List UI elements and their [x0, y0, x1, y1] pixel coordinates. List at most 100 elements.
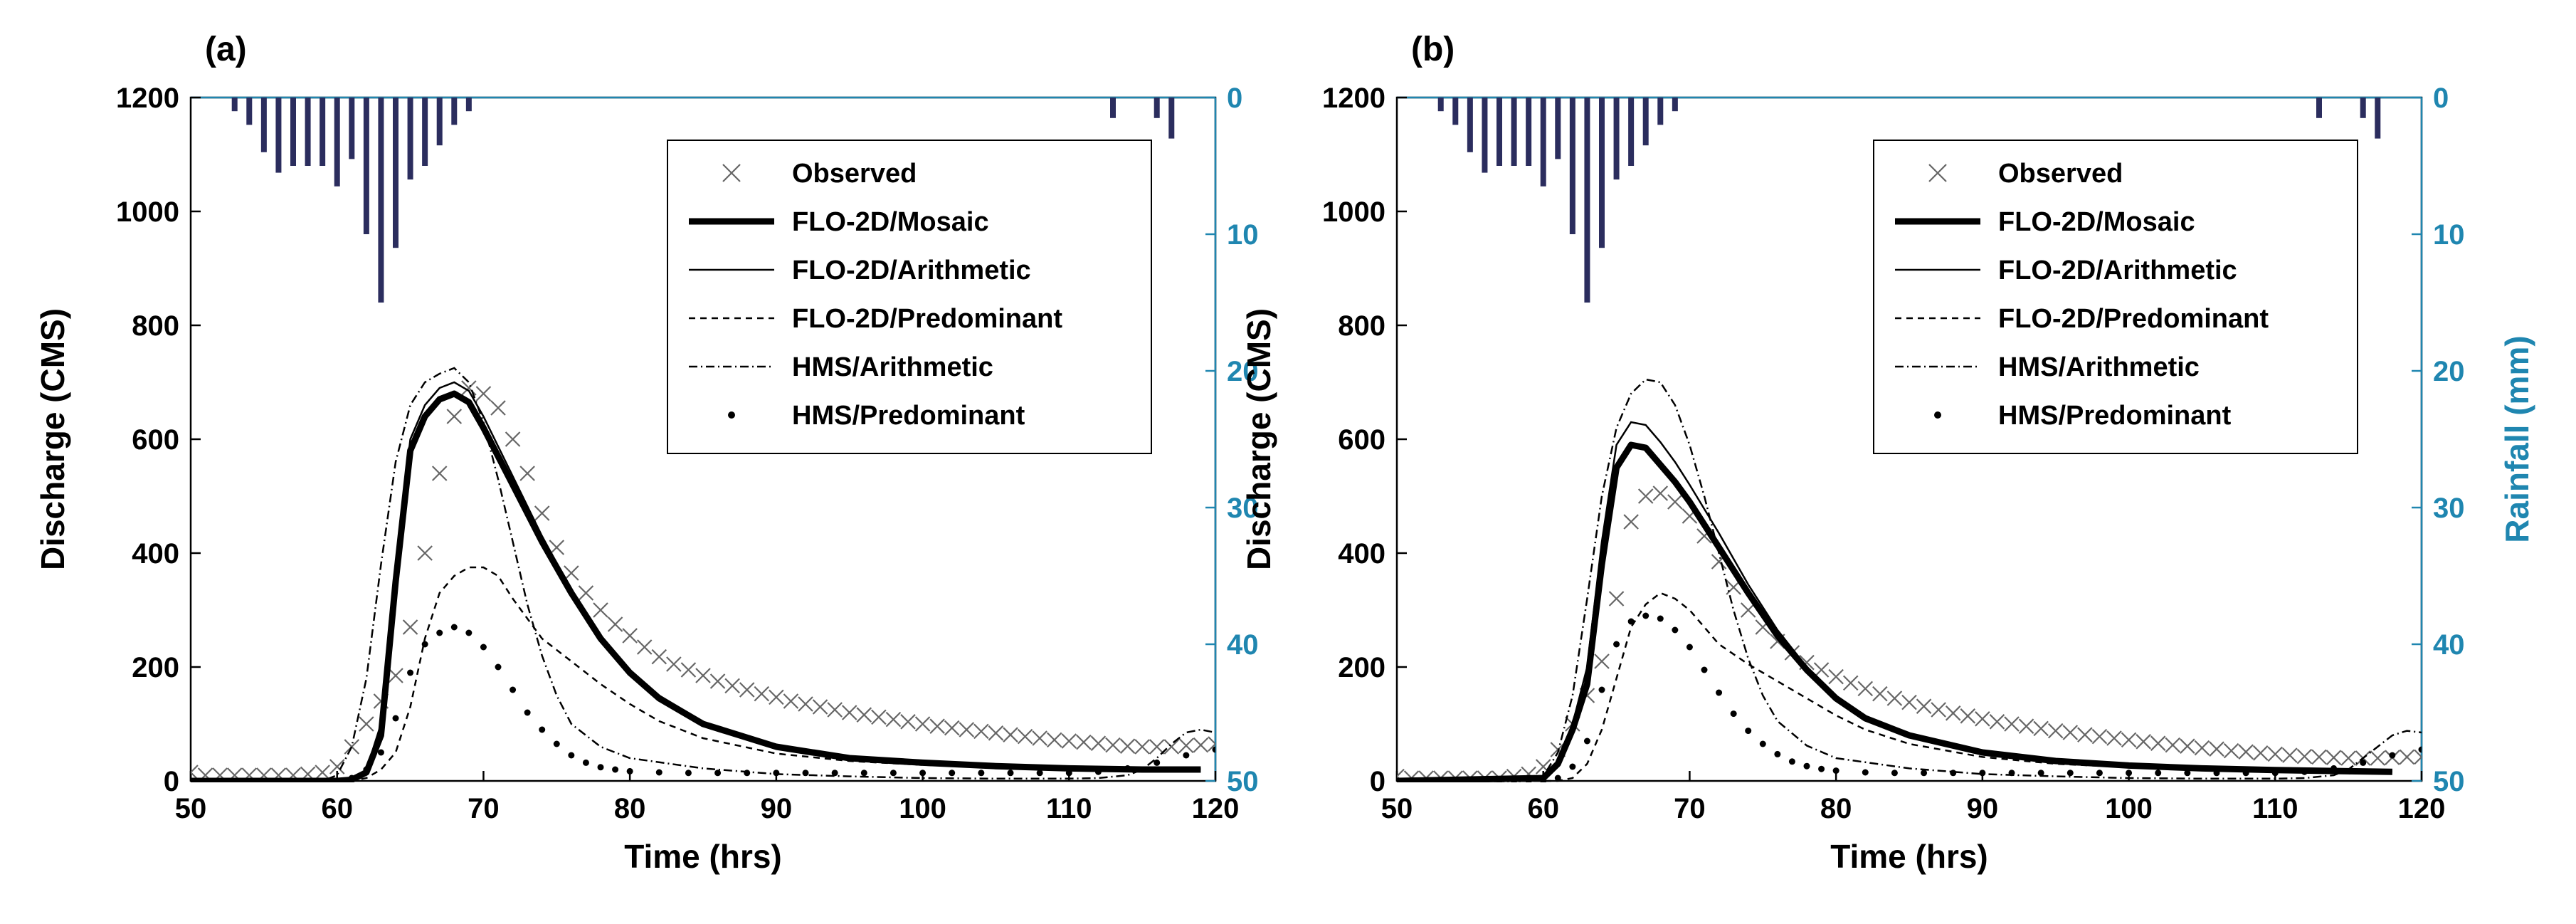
observed-point	[1886, 691, 1903, 706]
observed-point	[2267, 746, 2284, 762]
observed-point	[191, 765, 199, 780]
observed-point	[1193, 737, 1209, 753]
hms-predominant-point	[495, 663, 502, 671]
observed-point	[1090, 735, 1107, 751]
hms-predominant-point	[568, 752, 575, 759]
x-tick-label: 50	[1381, 793, 1413, 824]
hms-predominant-point	[1642, 612, 1649, 619]
observed-point	[1061, 733, 1077, 749]
hms-predominant-point	[231, 777, 238, 782]
hms-predominant-point	[377, 749, 384, 756]
hms-predominant-point	[978, 770, 985, 777]
hms-predominant-point	[407, 669, 414, 676]
observed-point	[1003, 727, 1018, 742]
series-hms-arithmetic	[1397, 378, 2422, 782]
panel-label: (b)	[1411, 31, 1455, 68]
observed-point	[944, 720, 960, 736]
observed-point	[1637, 488, 1654, 504]
right-tick-label: 0	[2433, 83, 2449, 114]
y-tick-label: 800	[132, 310, 179, 342]
series-flo-2d-predominant	[191, 566, 1201, 782]
rainfall-bar	[1154, 98, 1160, 118]
hms-predominant-point	[1788, 758, 1795, 765]
panel-a: 50 60 70 80 90 100 110 120020040060080010001200…	[34, 31, 1259, 875]
observed-point	[739, 682, 755, 698]
rainfall-bar	[378, 98, 384, 303]
observed-point	[2223, 742, 2239, 759]
rainfall-bar	[1482, 98, 1488, 173]
hms-predominant-point	[2330, 765, 2338, 772]
hms-predominant-point	[1891, 770, 1898, 777]
rainfall-bar	[1613, 98, 1620, 180]
right-axis-label: Rainfall (mm)	[2498, 335, 2535, 542]
observed-point	[1813, 662, 1830, 678]
y-tick-label: 1200	[1322, 83, 1385, 114]
legend-label: FLO-2D/Arithmetic	[792, 256, 1031, 285]
hms-predominant-point	[553, 740, 560, 747]
rainfall-bar	[2360, 98, 2366, 118]
observed-point	[1178, 737, 1194, 754]
observed-point	[2238, 744, 2254, 760]
hms-predominant-point	[2066, 770, 2074, 777]
rainfall-bar	[407, 98, 413, 180]
observed-point	[2150, 735, 2166, 751]
observed-point	[841, 705, 857, 720]
y-tick-label: 200	[132, 652, 179, 683]
hms-predominant-point	[1408, 777, 1415, 782]
series-hms-arithmetic	[191, 367, 1215, 782]
observed-point	[973, 723, 989, 740]
panel-label: (a)	[205, 31, 247, 68]
rainfall-bar	[1110, 98, 1116, 118]
observed-point	[2370, 750, 2386, 766]
observed-point	[607, 616, 623, 632]
hms-predominant-point	[465, 629, 473, 636]
y-tick-label: 1200	[116, 83, 179, 114]
hms-predominant-point	[2037, 770, 2044, 777]
x-tick-label: 110	[2252, 793, 2298, 824]
observed-point	[636, 639, 653, 655]
observed-point	[446, 409, 463, 424]
hms-predominant-point	[1183, 752, 1190, 759]
observed-point	[1208, 736, 1215, 752]
x-tick-label: 60	[1527, 793, 1559, 824]
observed-point	[402, 619, 418, 635]
hms-predominant-point	[348, 775, 355, 782]
x-axis-label: Time (hrs)	[1830, 838, 1988, 875]
hms-predominant-point	[582, 759, 589, 766]
hms-predominant-point	[2155, 770, 2162, 777]
hms-predominant-point	[2008, 770, 2015, 777]
observed-point	[1916, 698, 1932, 714]
y-tick-label: 0	[164, 766, 179, 797]
observed-point	[827, 702, 843, 718]
hms-predominant-point	[1554, 775, 1561, 782]
hms-predominant-point	[1511, 777, 1518, 782]
hms-predominant-point	[1672, 626, 1679, 634]
x-axis-label: Time (hrs)	[624, 838, 782, 875]
hms-predominant-point	[1716, 689, 1723, 696]
x-tick-label: 120	[1192, 793, 1240, 824]
observed-point	[988, 725, 1004, 741]
x-tick-label: 90	[1967, 793, 1999, 824]
rainfall-bar	[305, 98, 311, 166]
y-tick-label: 1000	[116, 196, 179, 228]
hms-predominant-point	[2126, 770, 2133, 777]
observed-point	[1119, 738, 1136, 754]
x-tick-label: 70	[1674, 793, 1706, 824]
hms-predominant-point	[334, 777, 341, 782]
observed-point	[359, 716, 374, 732]
hms-predominant-point	[1759, 740, 1766, 747]
observed-point	[812, 699, 828, 715]
observed-point	[1931, 702, 1946, 718]
hms-predominant-point	[1525, 777, 1532, 782]
rainfall-bar	[1584, 98, 1590, 303]
observed-point	[2252, 745, 2269, 761]
hms-predominant-point	[612, 766, 619, 773]
observed-point	[1046, 732, 1062, 748]
observed-point	[1857, 681, 1874, 697]
hms-predominant-point	[860, 770, 867, 777]
observed-point	[2165, 737, 2181, 753]
x-tick-label: 120	[2398, 793, 2446, 824]
observed-point	[622, 628, 638, 644]
observed-point	[2018, 718, 2034, 734]
observed-point	[1960, 708, 1976, 724]
